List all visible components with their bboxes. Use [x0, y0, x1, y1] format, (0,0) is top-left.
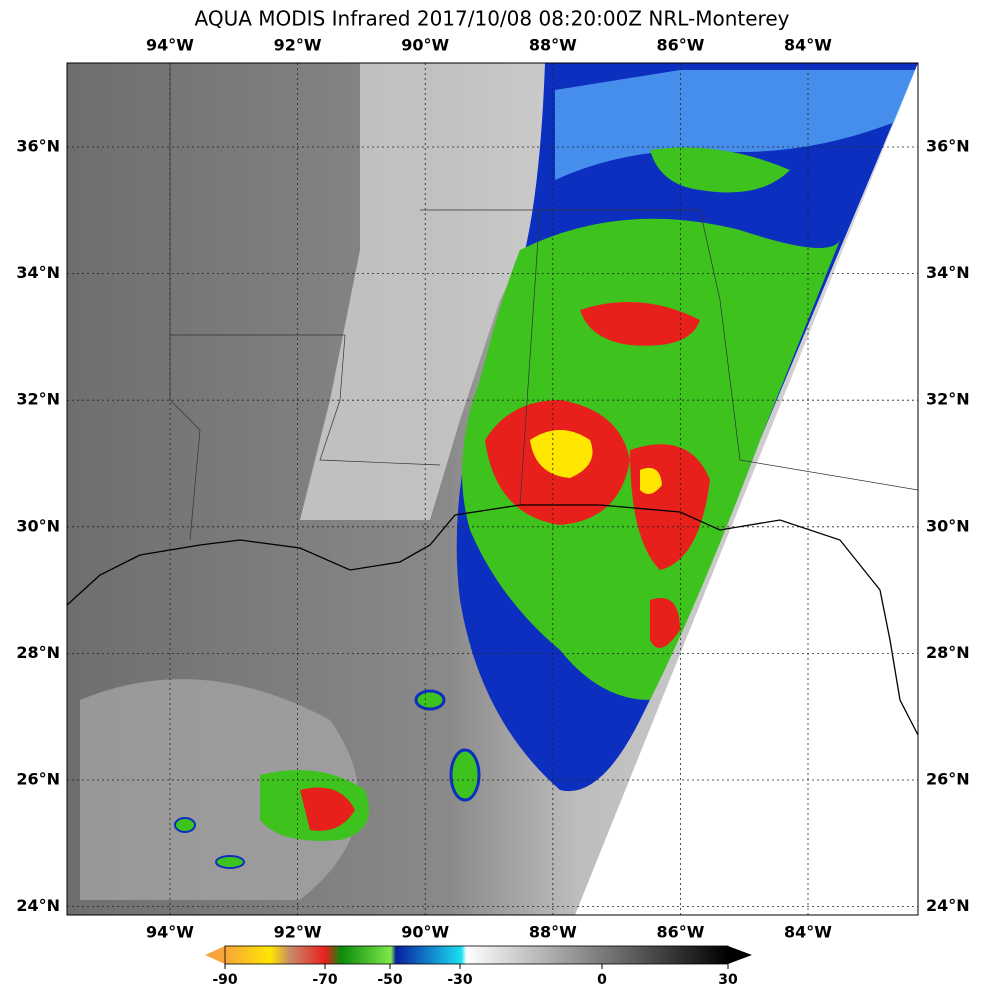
satellite-image	[67, 63, 918, 915]
map-frame	[66, 62, 919, 916]
lat-label-left: 24°N	[16, 896, 60, 915]
colorbar-tick-label: 30	[718, 972, 738, 988]
colorbar-tick-label: -70	[312, 972, 338, 988]
colorbar-tick-label: 0	[597, 972, 607, 988]
lat-label-left: 26°N	[16, 770, 60, 789]
lon-label-bottom: 86°W	[656, 923, 704, 942]
lat-label-right: 30°N	[926, 516, 970, 535]
lat-label-right: 24°N	[926, 896, 970, 915]
lon-label-bottom: 84°W	[784, 923, 832, 942]
lat-label-right: 34°N	[926, 263, 970, 282]
lat-label-left: 34°N	[16, 263, 60, 282]
lat-label-right: 28°N	[926, 643, 970, 662]
map-title: AQUA MODIS Infrared 2017/10/08 08:20:00Z…	[195, 7, 790, 31]
colorbar-tick-label: -50	[377, 972, 403, 988]
colorbar-tick-label: -30	[447, 972, 473, 988]
lon-label-top: 86°W	[656, 36, 704, 55]
graticule	[67, 63, 918, 915]
lat-label-left: 30°N	[16, 516, 60, 535]
lon-label-bottom: 92°W	[274, 923, 322, 942]
colorbar	[205, 945, 752, 965]
lon-label-bottom: 94°W	[146, 923, 194, 942]
lat-label-right: 36°N	[926, 137, 970, 156]
lon-label-top: 94°W	[146, 36, 194, 55]
lon-label-top: 92°W	[274, 36, 322, 55]
lat-label-left: 28°N	[16, 643, 60, 662]
lat-label-right: 26°N	[926, 770, 970, 789]
lon-label-bottom: 90°W	[401, 923, 449, 942]
colorbar-tick-label: -90	[212, 972, 238, 988]
lat-label-right: 32°N	[926, 390, 970, 409]
lat-label-left: 36°N	[16, 137, 60, 156]
lon-label-bottom: 88°W	[529, 923, 577, 942]
lat-label-left: 32°N	[16, 390, 60, 409]
lon-label-top: 88°W	[529, 36, 577, 55]
lon-label-top: 90°W	[401, 36, 449, 55]
colorbar-ticks: -90 -70 -50 -30 0 30	[212, 964, 738, 988]
lon-label-top: 84°W	[784, 36, 832, 55]
